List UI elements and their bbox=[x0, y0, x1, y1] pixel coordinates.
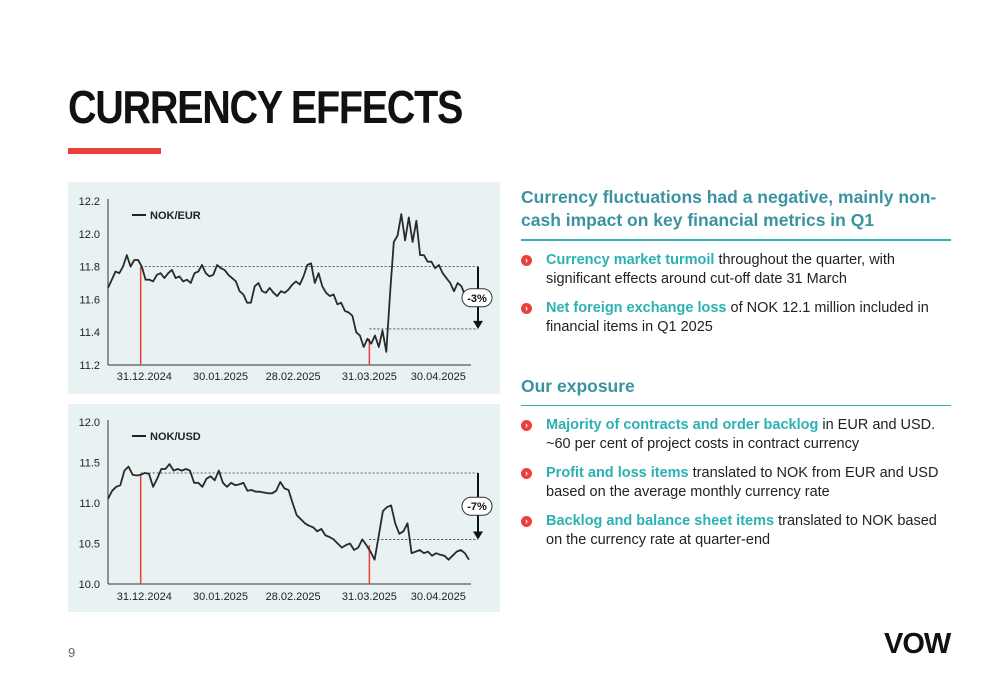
y-tick-label: 12.0 bbox=[79, 229, 100, 241]
bullet-highlight: Backlog and balance sheet items bbox=[546, 513, 775, 529]
bullet-text: translated to NOK based on the currency … bbox=[546, 513, 937, 548]
impact-heading: Currency fluctuations had a negative, ma… bbox=[521, 187, 937, 230]
change-label: -7% bbox=[467, 501, 487, 513]
legend-label: NOK/EUR bbox=[150, 210, 201, 222]
section-divider bbox=[521, 404, 951, 406]
change-badge bbox=[461, 496, 493, 516]
arrow-down-icon bbox=[473, 320, 483, 329]
bullet-text: in EUR and USD. ~60 per cent of project … bbox=[546, 417, 936, 452]
chevron-right-icon: › bbox=[521, 468, 532, 479]
chart-nok-eur-svg: 11.2 11.4 11.6 11.8 12.0 12.2 31.12.2024 30.01.… bbox=[79, 196, 493, 383]
x-tick-label: 31.03.2025 bbox=[342, 591, 397, 603]
y-tick-label: 11.6 bbox=[79, 294, 100, 306]
chevron-right-icon: › bbox=[521, 516, 532, 527]
y-tick-label: 11.0 bbox=[79, 498, 100, 510]
bullet-item: › Backlog and balance sheet items transl… bbox=[521, 512, 951, 550]
y-tick-label: 11.8 bbox=[79, 262, 100, 274]
bullet-text: of NOK 12.1 million included in financia… bbox=[546, 299, 929, 335]
bullet-highlight: Net foreign exchange loss bbox=[546, 299, 727, 316]
chevron-right-icon: › bbox=[521, 420, 532, 431]
y-tick-label: 11.4 bbox=[79, 327, 100, 339]
y-tick-label: 12.0 bbox=[79, 417, 100, 429]
change-badge bbox=[461, 288, 493, 308]
chart-nok-eur: 11.2 11.4 11.6 11.8 12.0 12.2 31.12.2024 30.01.… bbox=[68, 182, 500, 394]
bullet-item: › Majority of contracts and order backlo… bbox=[521, 416, 951, 454]
x-tick-label: 30.04.2025 bbox=[411, 591, 466, 603]
x-tick-label: 28.02.2025 bbox=[266, 371, 321, 383]
y-tick-label: 10.0 bbox=[79, 579, 100, 591]
bullet-highlight: Profit and loss items bbox=[546, 465, 689, 481]
bullet-highlight: Majority of contracts and order backlog bbox=[546, 417, 819, 433]
chevron-right-icon: › bbox=[521, 254, 532, 266]
chevron-right-icon: › bbox=[521, 302, 532, 314]
y-tick-label: 10.5 bbox=[79, 539, 100, 551]
chart-nok-usd-svg: 10.0 10.5 11.0 11.5 12.0 31.12.2024 30.01.2025… bbox=[79, 417, 493, 603]
x-tick-label: 30.01.2025 bbox=[193, 371, 248, 383]
y-tick-label: 11.5 bbox=[79, 458, 100, 470]
exposure-section: Our exposure › Majority of contracts and… bbox=[521, 375, 951, 551]
x-tick-label: 30.01.2025 bbox=[193, 591, 248, 603]
exposure-heading: Our exposure bbox=[521, 375, 635, 396]
x-tick-label: 31.12.2024 bbox=[117, 591, 172, 603]
section-divider bbox=[521, 239, 951, 241]
bullet-text: throughout the quarter, with significant… bbox=[546, 251, 895, 287]
bullet-item: › Currency market turmoil throughout the… bbox=[521, 251, 951, 289]
series-line bbox=[107, 463, 470, 561]
x-tick-label: 31.12.2024 bbox=[117, 371, 172, 383]
y-tick-label: 12.2 bbox=[79, 196, 100, 208]
chart-nok-usd: 10.0 10.5 11.0 11.5 12.0 31.12.2024 30.01.2025… bbox=[68, 404, 500, 612]
bullet-item: › Net foreign exchange loss of NOK 12.1 … bbox=[521, 299, 951, 337]
bullet-item: › Profit and loss items translated to NO… bbox=[521, 464, 951, 502]
arrow-down-icon bbox=[473, 531, 483, 540]
commentary: Currency fluctuations had a negative, ma… bbox=[521, 186, 951, 550]
bullet-highlight: Currency market turmoil bbox=[546, 251, 715, 268]
change-label: -3% bbox=[467, 293, 487, 305]
page-title: CURRENCY EFFECTS bbox=[68, 81, 463, 133]
vow-logo: VOW bbox=[884, 628, 951, 660]
y-tick-label: 11.2 bbox=[79, 360, 100, 372]
page-number: 9 bbox=[68, 645, 76, 660]
title-accent-bar bbox=[68, 148, 161, 154]
x-tick-label: 30.04.2025 bbox=[411, 371, 466, 383]
impact-section: Currency fluctuations had a negative, ma… bbox=[521, 186, 951, 337]
bullet-text: translated to NOK from EUR and USD based… bbox=[546, 465, 939, 500]
legend-label: NOK/USD bbox=[150, 431, 201, 443]
series-line bbox=[107, 213, 470, 353]
x-tick-label: 31.03.2025 bbox=[342, 371, 397, 383]
x-tick-label: 28.02.2025 bbox=[266, 591, 321, 603]
